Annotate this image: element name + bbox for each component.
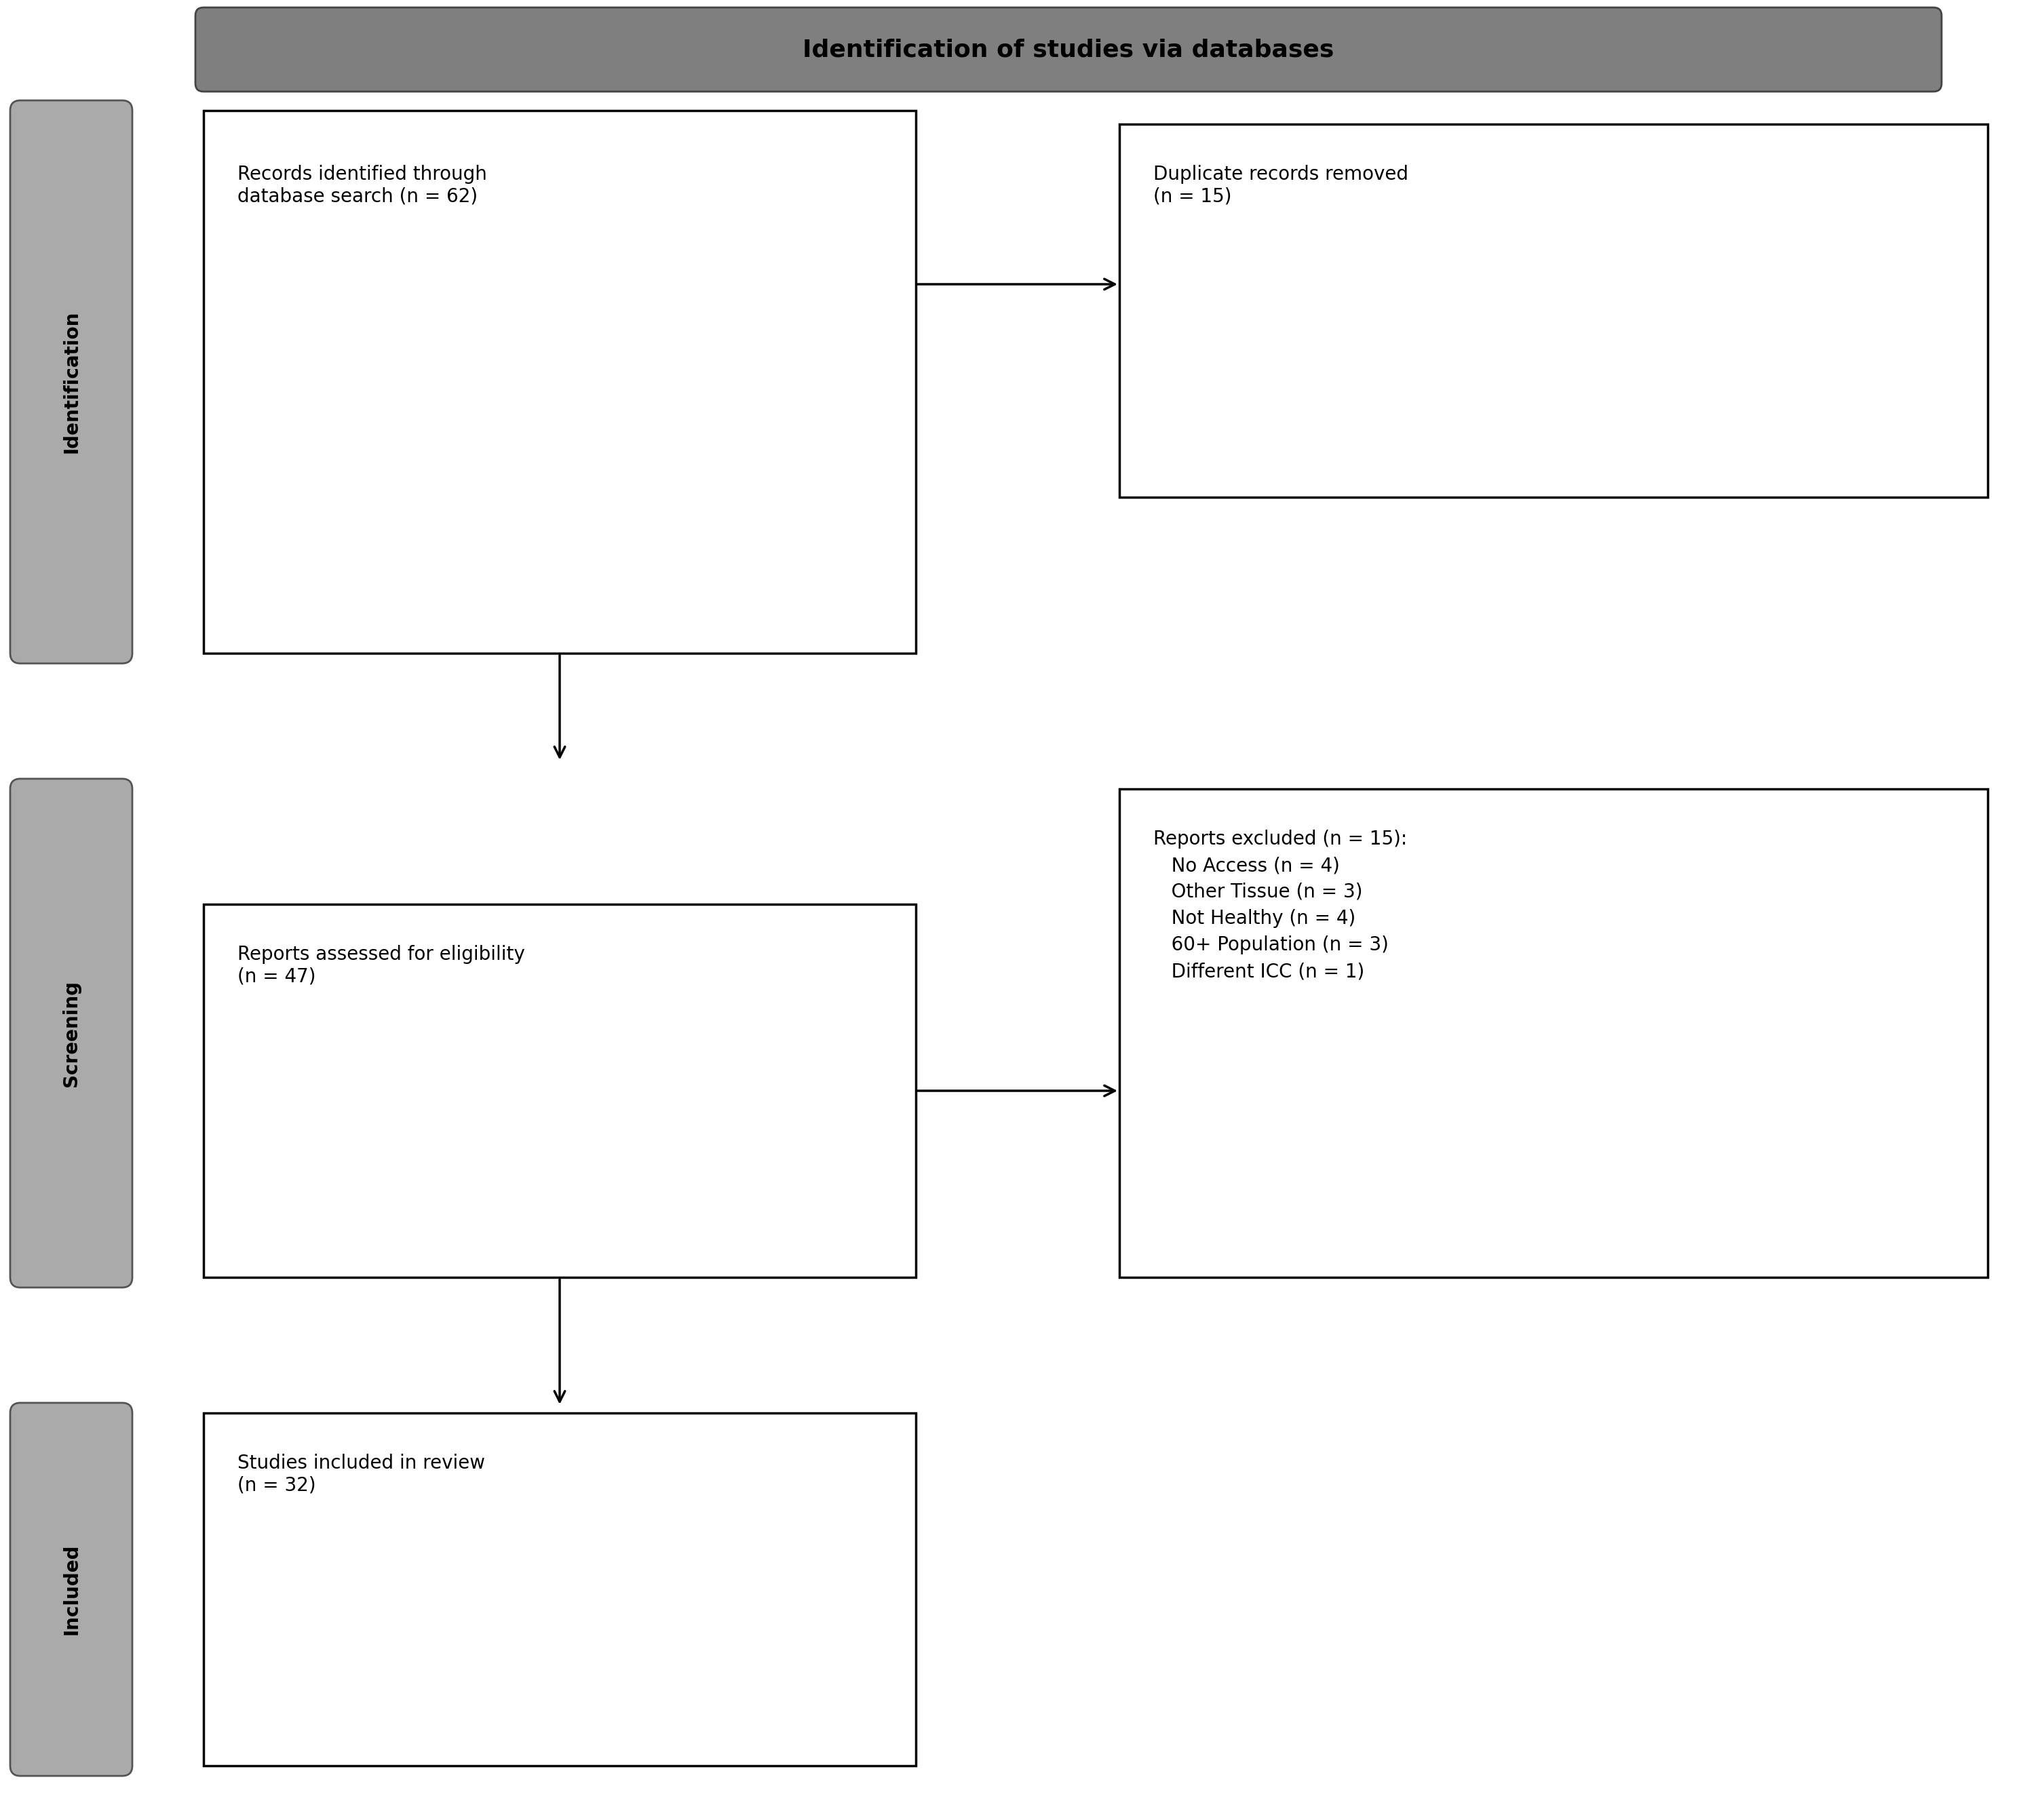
Bar	[1119, 788, 1989, 1278]
Bar	[1119, 124, 1989, 497]
Bar	[204, 111, 916, 653]
Text: Included: Included	[63, 1543, 81, 1634]
Text: Identification: Identification	[63, 311, 81, 453]
Text: Records identified through
database search (n = 62): Records identified through database sear…	[237, 166, 488, 206]
Text: Reports excluded (n = 15):
   No Access (n = 4)
   Other Tissue (n = 3)
   Not H: Reports excluded (n = 15): No Access (n …	[1153, 830, 1408, 981]
FancyBboxPatch shape	[10, 100, 131, 664]
Text: Reports assessed for eligibility
(n = 47): Reports assessed for eligibility (n = 47…	[237, 945, 524, 986]
Text: Identification of studies via databases: Identification of studies via databases	[803, 38, 1335, 62]
FancyBboxPatch shape	[10, 779, 131, 1287]
Text: Duplicate records removed
(n = 15): Duplicate records removed (n = 15)	[1153, 166, 1408, 206]
Bar	[204, 1412, 916, 1765]
FancyBboxPatch shape	[10, 1403, 131, 1776]
Text: Studies included in review
(n = 32): Studies included in review (n = 32)	[237, 1454, 486, 1494]
Bar	[204, 905, 916, 1278]
FancyBboxPatch shape	[196, 7, 1942, 91]
Text: Screening: Screening	[63, 979, 81, 1087]
